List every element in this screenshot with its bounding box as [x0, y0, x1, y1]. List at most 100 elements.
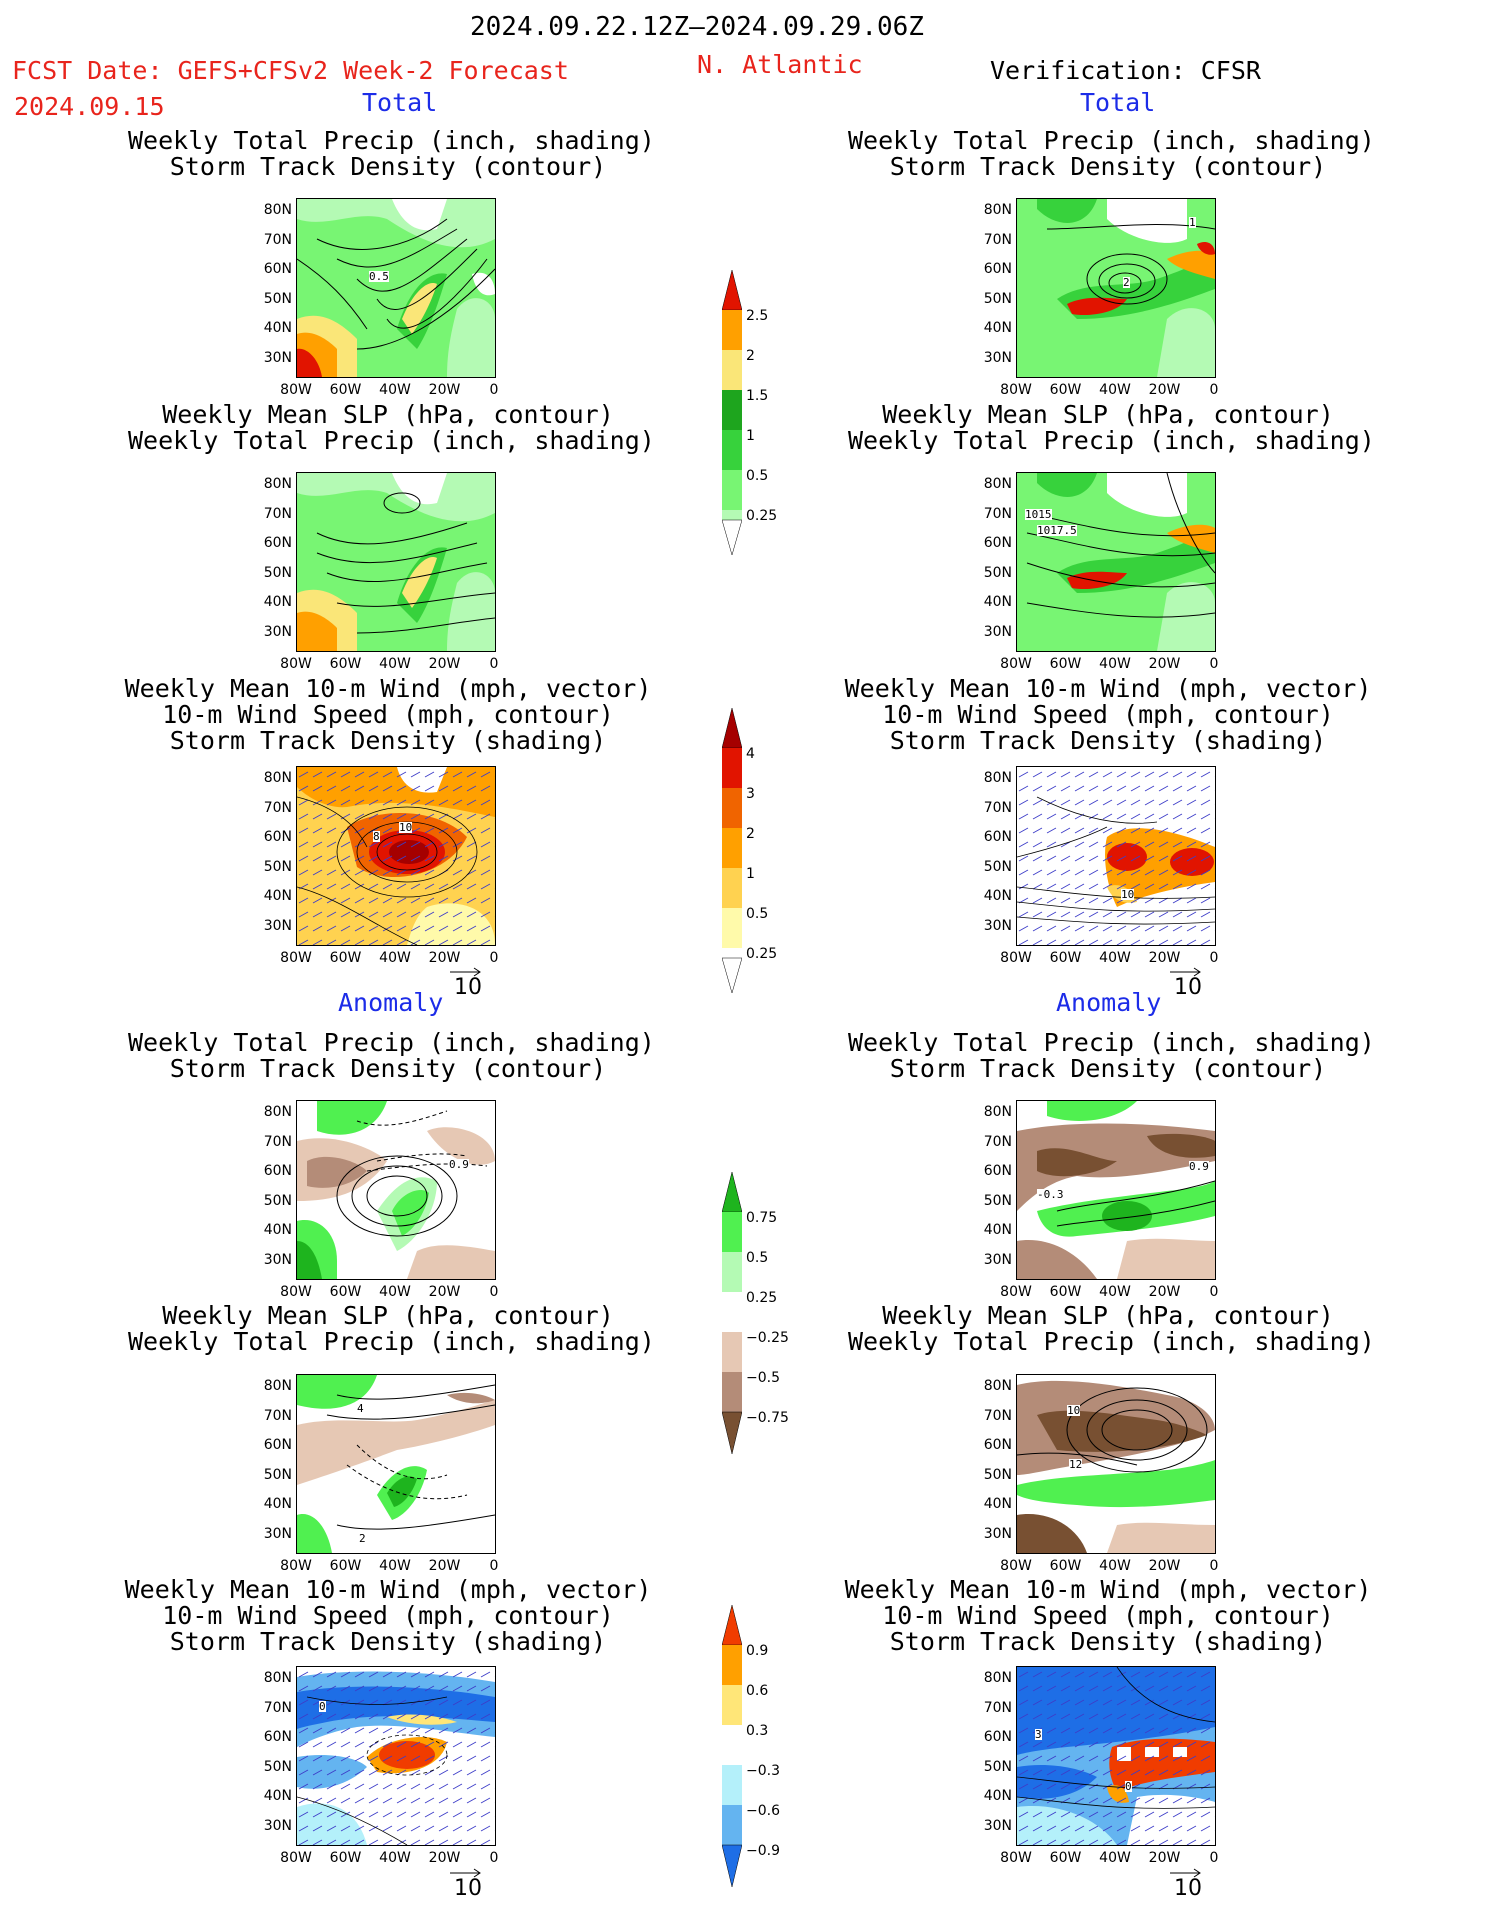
section-anomaly-right: Anomaly	[1056, 988, 1162, 1017]
lon-tick-label: 40W	[1099, 950, 1131, 966]
title-ver-precip-total: Weekly Total Precip (inch, shading) Stor…	[848, 126, 1375, 181]
lat-tick-label: 60N	[263, 829, 292, 845]
lat-tick-label: 40N	[263, 1496, 292, 1512]
section-total-left: Total	[362, 88, 438, 117]
vector-reference-value: 10	[1174, 1876, 1202, 1901]
colorbar-tick-label: −0.9	[746, 1843, 780, 1859]
title-ver-slp-total: Weekly Mean SLP (hPa, contour) Weekly To…	[848, 400, 1375, 455]
lat-tick-label: 60N	[983, 1729, 1012, 1745]
lat-tick-label: 70N	[263, 1407, 292, 1424]
lon-tick-label: 20W	[1148, 950, 1181, 966]
contour-label: 10	[1067, 1404, 1081, 1417]
contour-label: 3	[1035, 1728, 1042, 1741]
contour-label: -0.3	[1037, 1188, 1064, 1201]
lon-tick-label: 60W	[1049, 656, 1082, 672]
lat-tick-label: 50N	[983, 1466, 1012, 1483]
colorbar-tick-label: 2	[746, 348, 755, 364]
lon-tick-label: 20W	[428, 656, 461, 672]
lon-tick-label: 80W	[280, 382, 312, 398]
lon-tick-label: 60W	[1049, 1850, 1082, 1866]
lat-tick-label: 60N	[983, 1437, 1012, 1453]
lon-tick-label: 80W	[1000, 382, 1032, 398]
lat-tick-label: 50N	[983, 1192, 1012, 1209]
vector-reference-value: 10	[454, 975, 482, 1000]
lat-tick-label: 40N	[263, 1788, 292, 1804]
lon-tick-label: 0	[489, 950, 499, 966]
lon-tick-label: 60W	[329, 382, 362, 398]
fcst-date-prefix: FCST Date: GEFS+CFSv2 Week-2 Forecast	[12, 56, 569, 85]
lat-tick-label: 70N	[263, 231, 292, 248]
lat-tick-label: 70N	[983, 799, 1012, 816]
lon-tick-label: 40W	[379, 382, 411, 398]
lat-tick-label: 60N	[983, 1163, 1012, 1179]
colorbar-tick-label: 2.5	[746, 308, 769, 324]
lon-tick-label: 0	[1209, 1284, 1219, 1300]
colorbar-tick-label: 0.75	[746, 1210, 778, 1226]
lon-tick-label: 0	[1209, 1558, 1219, 1574]
lat-tick-label: 60N	[263, 535, 292, 551]
title-ver-wind-anom: Weekly Mean 10-m Wind (mph, vector) 10-m…	[844, 1575, 1372, 1656]
map-fc-precip-total: 0.5	[296, 198, 496, 378]
lon-tick-label: 0	[1209, 950, 1219, 966]
lon-tick-label: 20W	[1148, 1284, 1181, 1300]
contour-label: 8	[373, 830, 380, 843]
lon-tick-label: 80W	[1000, 1558, 1032, 1574]
map-ver-slp-total: 1015 1017.5	[1016, 472, 1216, 652]
colorbar-tick-label: 0.5	[746, 1250, 769, 1266]
forecast-period: 2024.09.22.12Z–2024.09.29.06Z	[470, 12, 924, 42]
lat-tick-label: 80N	[983, 1378, 1012, 1394]
lat-tick-label: 80N	[983, 1104, 1012, 1120]
colorbar-tick-label: 4	[746, 746, 755, 762]
lat-tick-label: 80N	[263, 1378, 292, 1394]
lon-tick-label: 80W	[1000, 950, 1032, 966]
lat-tick-label: 50N	[263, 1758, 292, 1775]
lat-tick-label: 30N	[983, 623, 1012, 640]
lon-tick-label: 0	[489, 656, 499, 672]
colorbar-precip-anom	[721, 1171, 743, 1466]
lat-tick-label: 60N	[263, 261, 292, 277]
lon-tick-label: 60W	[1049, 950, 1082, 966]
lon-tick-label: 20W	[428, 1284, 461, 1300]
lon-tick-label: 20W	[428, 950, 461, 966]
lat-tick-label: 80N	[983, 1670, 1012, 1686]
lat-tick-label: 30N	[983, 1251, 1012, 1268]
lon-tick-label: 0	[1209, 1850, 1219, 1866]
lon-tick-label: 80W	[1000, 656, 1032, 672]
contour-label: 1	[1189, 216, 1196, 229]
map-ver-slp-anom: 10 12	[1016, 1374, 1216, 1554]
lat-tick-label: 30N	[983, 349, 1012, 366]
lon-tick-label: 60W	[1049, 382, 1082, 398]
lat-tick-label: 80N	[263, 1104, 292, 1120]
map-fc-precip-anom: 0.9	[296, 1100, 496, 1280]
lon-tick-label: 80W	[1000, 1850, 1032, 1866]
lon-tick-label: 20W	[1148, 382, 1181, 398]
lon-tick-label: 20W	[1148, 656, 1181, 672]
vector-reference-fc-anom: 10	[450, 1868, 482, 1901]
colorbar-tick-label: 1.5	[746, 388, 769, 404]
lon-tick-label: 0	[1209, 656, 1219, 672]
lon-tick-label: 80W	[280, 1850, 312, 1866]
colorbar-tick-label: 0.6	[746, 1683, 769, 1699]
lat-tick-label: 50N	[263, 290, 292, 307]
colorbar-tick-label: −0.25	[746, 1330, 789, 1346]
lat-tick-label: 80N	[263, 202, 292, 218]
lat-tick-label: 50N	[263, 564, 292, 581]
lon-tick-label: 0	[489, 382, 499, 398]
lat-tick-label: 40N	[983, 1222, 1012, 1238]
lat-tick-label: 30N	[983, 917, 1012, 934]
colorbar-tick-label: −0.5	[746, 1370, 780, 1386]
colorbar-tick-label: −0.3	[746, 1763, 780, 1779]
lat-tick-label: 60N	[983, 829, 1012, 845]
lat-tick-label: 40N	[263, 888, 292, 904]
lat-tick-label: 70N	[983, 1407, 1012, 1424]
lon-tick-label: 40W	[379, 1558, 411, 1574]
lat-tick-label: 50N	[263, 1192, 292, 1209]
lat-tick-label: 80N	[263, 476, 292, 492]
colorbar-tick-label: 3	[746, 786, 755, 802]
lat-tick-label: 70N	[263, 1699, 292, 1716]
verification-label: Verification: CFSR	[990, 56, 1261, 85]
colorbar-storm-total	[721, 707, 743, 1002]
lat-tick-label: 30N	[263, 1817, 292, 1834]
lon-tick-label: 80W	[280, 950, 312, 966]
lon-tick-label: 0	[489, 1558, 499, 1574]
